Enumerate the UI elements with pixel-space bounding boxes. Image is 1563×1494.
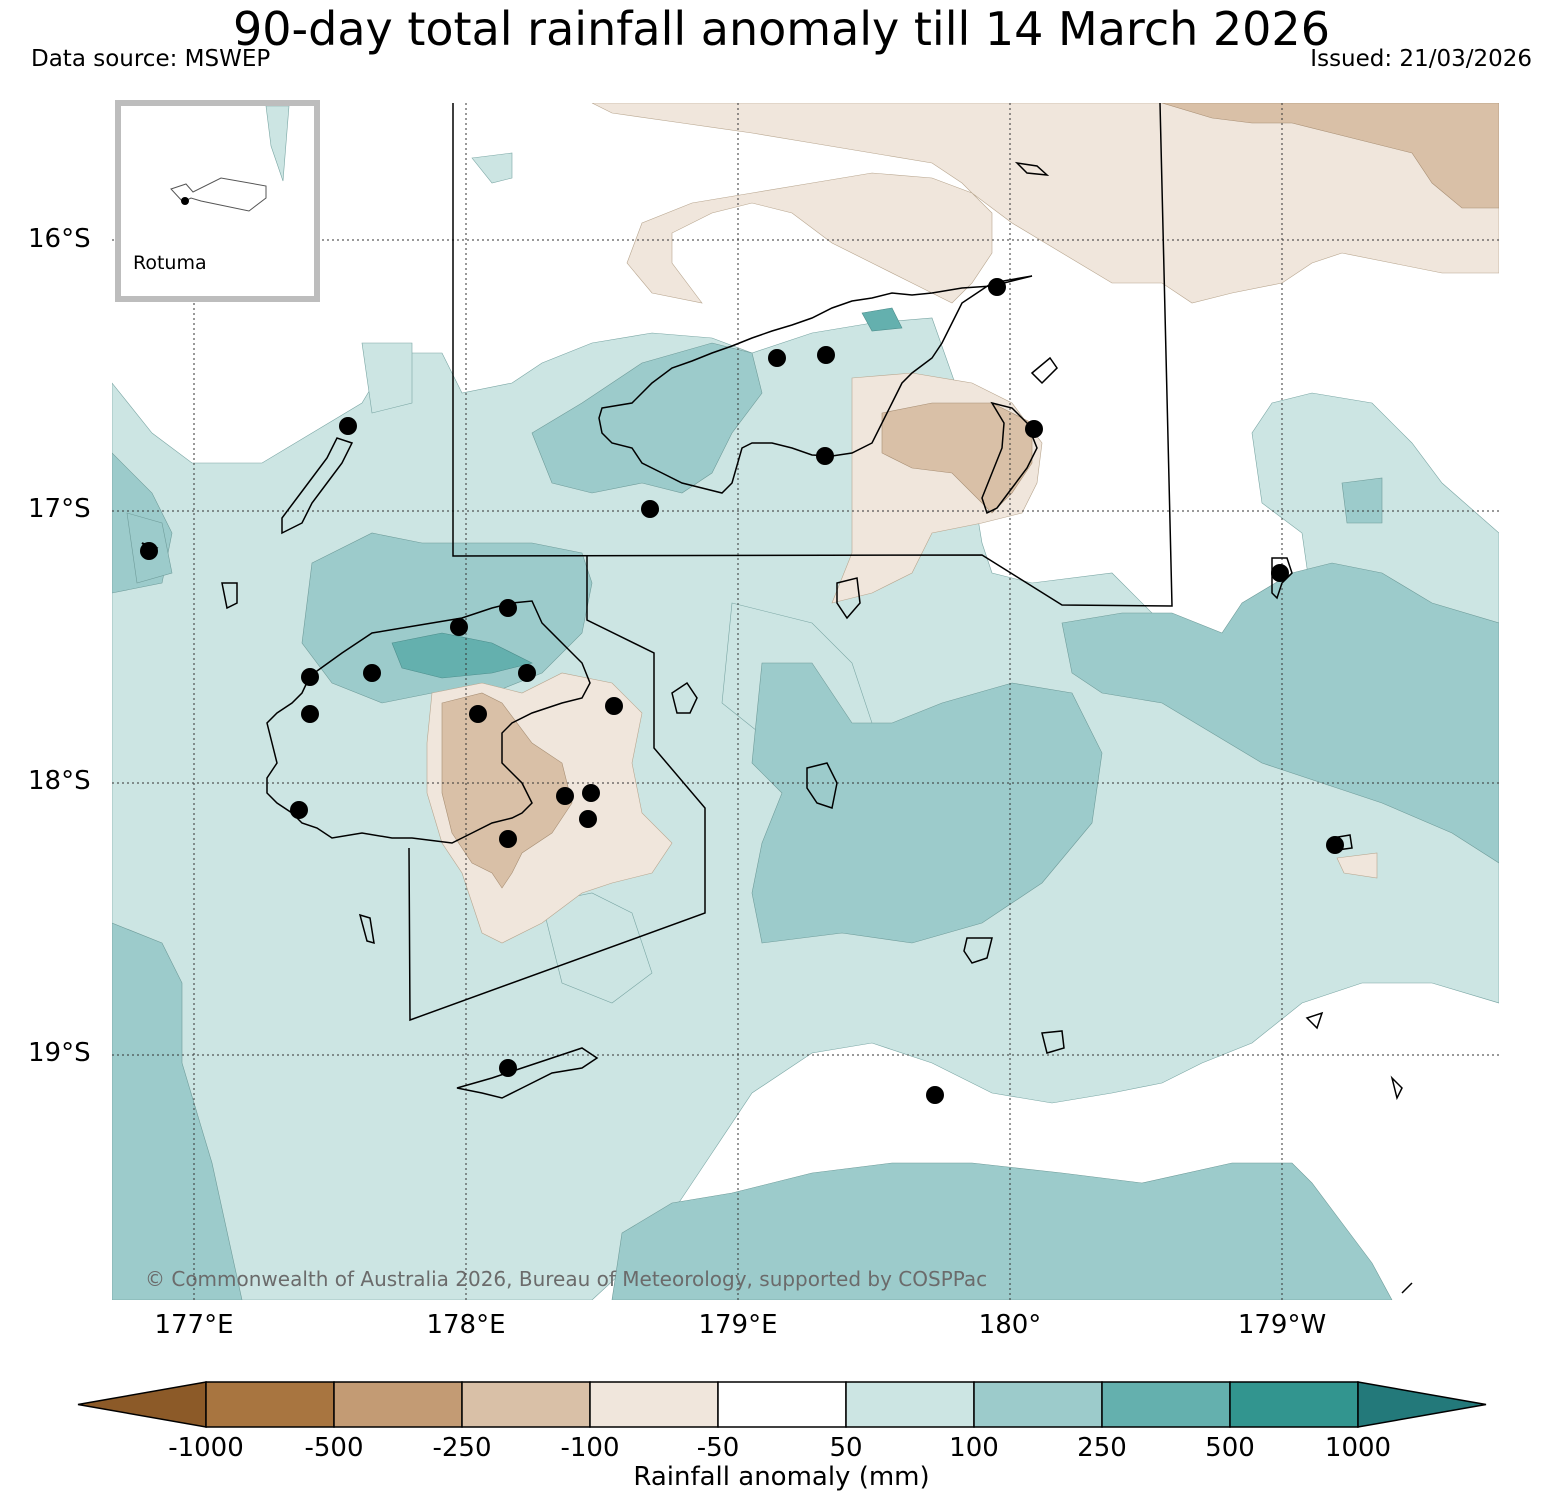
colorbar-segment bbox=[717, 1381, 847, 1428]
rainfall-anomaly-map bbox=[112, 103, 1499, 1300]
wet-anomaly-high-areas bbox=[391, 307, 903, 679]
ovalau-coastline bbox=[671, 681, 698, 714]
lat-label-16s: 16°S bbox=[28, 224, 91, 254]
colorbar-tick: 1000 bbox=[1324, 1433, 1392, 1463]
rotuma-inset-map bbox=[170, 105, 290, 212]
lon-label-180: 180° bbox=[978, 1310, 1042, 1340]
colorbar bbox=[77, 1381, 1487, 1428]
station-dot[interactable] bbox=[582, 784, 600, 802]
station-dot[interactable] bbox=[816, 447, 834, 465]
issued-date-label: Issued: 21/03/2026 bbox=[1310, 46, 1532, 72]
yasawa-coastline bbox=[281, 437, 354, 535]
colorbar-tick: 100 bbox=[949, 1433, 999, 1463]
colorbar-extend-high bbox=[1357, 1381, 1487, 1428]
beqa-coastline bbox=[358, 913, 375, 945]
station-dot[interactable] bbox=[1326, 836, 1344, 854]
colorbar-tick: 50 bbox=[829, 1433, 863, 1463]
lat-label-18s: 18°S bbox=[28, 766, 91, 796]
lon-label-177e: 177°E bbox=[154, 1310, 234, 1340]
dry-anomaly-mid-areas bbox=[441, 103, 1499, 889]
data-source-label: Data source: MSWEP bbox=[31, 46, 271, 72]
southern-lau-coastline bbox=[1305, 1011, 1413, 1294]
rotuma-inset bbox=[115, 100, 320, 302]
station-dot[interactable] bbox=[450, 618, 468, 636]
colorbar-segment bbox=[1229, 1381, 1359, 1428]
station-dot[interactable] bbox=[301, 705, 319, 723]
copyright-notice: © Commonwealth of Australia 2026, Bureau… bbox=[145, 1267, 988, 1291]
station-dot[interactable] bbox=[641, 500, 659, 518]
colorbar-segments bbox=[77, 1381, 1487, 1428]
station-dot[interactable] bbox=[556, 787, 574, 805]
map-title: 90-day total rainfall anomaly till 14 Ma… bbox=[233, 2, 1330, 56]
qamea-coastline bbox=[1030, 356, 1058, 385]
station-dot[interactable] bbox=[817, 346, 835, 364]
graticule-gridlines bbox=[112, 103, 1499, 1300]
taveuni-coastline bbox=[981, 401, 1038, 515]
rabi-coastline bbox=[1014, 161, 1050, 176]
station-dot[interactable] bbox=[301, 668, 319, 686]
station-dot[interactable] bbox=[926, 1086, 944, 1104]
colorbar-segment bbox=[333, 1381, 463, 1428]
colorbar-segment bbox=[461, 1381, 591, 1428]
map-canvas bbox=[112, 103, 1499, 1300]
station-dot[interactable] bbox=[140, 542, 158, 560]
colorbar-tick: 250 bbox=[1077, 1433, 1127, 1463]
station-dot[interactable] bbox=[499, 599, 517, 617]
station-dot[interactable] bbox=[290, 801, 308, 819]
station-dot[interactable] bbox=[579, 810, 597, 828]
lon-label-178e: 178°E bbox=[426, 1310, 506, 1340]
mamanuca-coastline bbox=[221, 582, 238, 610]
lat-label-19s: 19°S bbox=[28, 1038, 91, 1068]
division-boundaries bbox=[408, 103, 1173, 1022]
colorbar-tick: 500 bbox=[1205, 1433, 1255, 1463]
colorbar-label: Rainfall anomaly (mm) bbox=[633, 1462, 930, 1492]
colorbar-tick: -50 bbox=[696, 1433, 740, 1463]
station-dot[interactable] bbox=[1025, 420, 1043, 438]
totoya-coastline bbox=[1041, 1030, 1065, 1054]
colorbar-tick: -500 bbox=[304, 1433, 364, 1463]
station-dot[interactable] bbox=[768, 349, 786, 367]
station-dot[interactable] bbox=[499, 830, 517, 848]
lon-label-179w: 179°W bbox=[1237, 1310, 1327, 1340]
colorbar-tick: -100 bbox=[560, 1433, 620, 1463]
colorbar-tick: -1000 bbox=[168, 1433, 244, 1463]
station-dot[interactable] bbox=[339, 417, 357, 435]
colorbar-extend-low bbox=[77, 1381, 207, 1428]
station-dot[interactable] bbox=[499, 1059, 517, 1077]
station-dot[interactable] bbox=[605, 697, 623, 715]
rainfall-stations bbox=[140, 278, 1344, 1104]
lon-label-179e: 179°E bbox=[698, 1310, 778, 1340]
station-dot[interactable] bbox=[1271, 564, 1289, 582]
station-dot[interactable] bbox=[469, 705, 487, 723]
colorbar-segment bbox=[205, 1381, 335, 1428]
colorbar-segment bbox=[589, 1381, 719, 1428]
station-dot[interactable] bbox=[363, 664, 381, 682]
koro-coastline bbox=[806, 762, 838, 809]
station-dot[interactable] bbox=[988, 278, 1006, 296]
moala-coastline bbox=[963, 937, 993, 964]
colorbar-segment bbox=[1101, 1381, 1231, 1428]
inset-label: Rotuma bbox=[133, 252, 207, 274]
vanua-balavu-coastline bbox=[1271, 557, 1293, 600]
colorbar-tick: -250 bbox=[432, 1433, 492, 1463]
colorbar-segment bbox=[973, 1381, 1103, 1428]
station-dot[interactable] bbox=[518, 664, 536, 682]
kadavu-coastline bbox=[456, 1047, 599, 1099]
vanua-levu-coastline bbox=[598, 275, 1033, 494]
rotuma-station-dot[interactable] bbox=[181, 197, 189, 205]
lat-label-17s: 17°S bbox=[28, 494, 91, 524]
gau-coastline bbox=[836, 577, 861, 620]
colorbar-segment bbox=[845, 1381, 975, 1428]
